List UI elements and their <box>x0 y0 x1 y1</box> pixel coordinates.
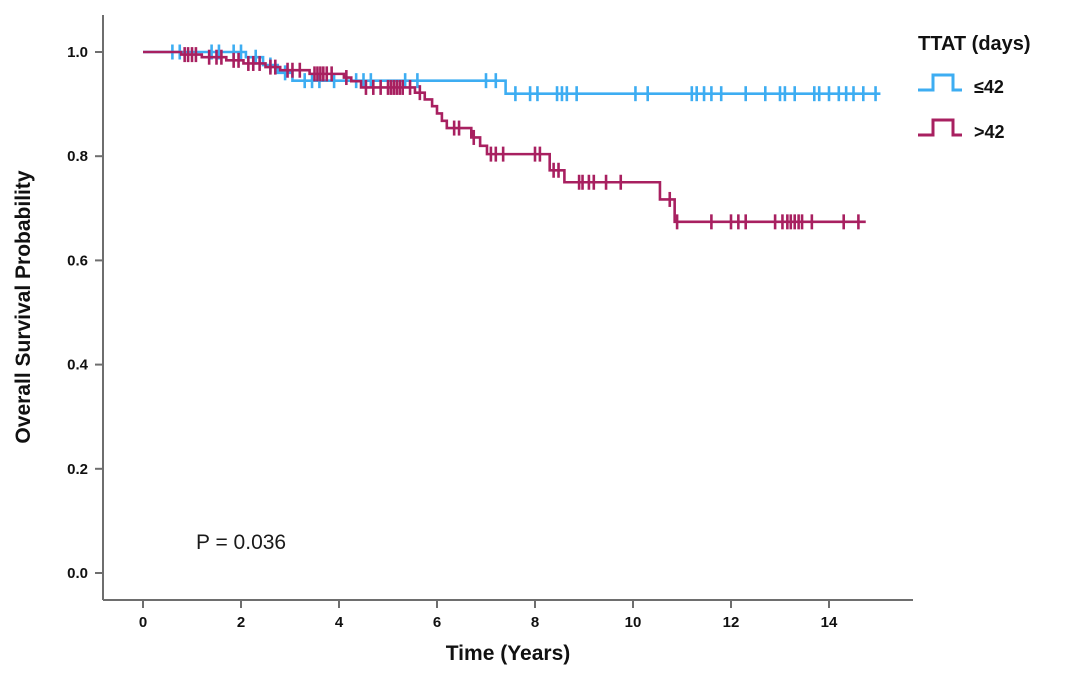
survival-curve <box>143 50 881 95</box>
legend-item-gt42: >42 <box>918 118 1005 142</box>
y-tick-label: 0.0 <box>67 565 88 582</box>
axes-layer: 0.0 0.2 0.4 0.6 0.8 1.0 0 2 4 6 8 10 12 14 <box>67 15 913 631</box>
curves-layer <box>143 44 881 230</box>
step-line-gt42-icon <box>918 118 962 137</box>
survival-curve <box>143 50 866 224</box>
x-tick-label: 4 <box>335 614 344 631</box>
legend-item-le42: ≤42 <box>918 73 1004 97</box>
x-tick-label: 10 <box>625 614 642 631</box>
legend-title: TTAT (days) <box>918 33 1031 55</box>
x-tick-label: 0 <box>139 614 147 631</box>
y-axis-title: Overall Survival Probability <box>12 170 35 443</box>
y-tick-label: 0.8 <box>67 148 88 165</box>
x-tick-label: 14 <box>821 614 838 631</box>
p-value-annotation: P = 0.036 <box>196 531 286 554</box>
x-tick-label: 8 <box>531 614 539 631</box>
series-gt42 <box>143 47 866 230</box>
y-tick-label: 1.0 <box>67 44 88 61</box>
x-axis-title: Time (Years) <box>446 642 571 665</box>
x-tick-label: 2 <box>237 614 245 631</box>
y-tick-label: 0.4 <box>67 357 89 374</box>
legend-label-gt42: >42 <box>974 122 1005 142</box>
x-tick-label: 6 <box>433 614 441 631</box>
y-tick-label: 0.2 <box>67 461 88 478</box>
step-line-le42-icon <box>918 73 962 92</box>
y-tick-label: 0.6 <box>67 252 88 269</box>
series-le42 <box>143 44 881 102</box>
legend: TTAT (days) ≤42 >42 <box>918 33 1031 142</box>
x-tick-label: 12 <box>723 614 740 631</box>
legend-label-le42: ≤42 <box>974 77 1004 97</box>
